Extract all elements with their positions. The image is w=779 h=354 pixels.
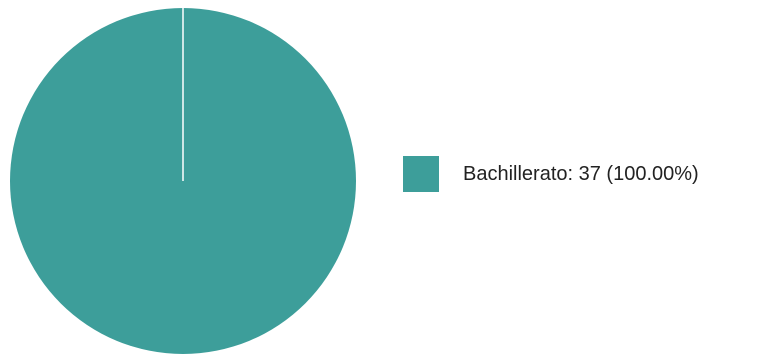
legend: Bachillerato: 37 (100.00%) bbox=[403, 156, 699, 192]
legend-label-bachillerato: Bachillerato: 37 (100.00%) bbox=[463, 163, 699, 185]
legend-item-bachillerato[interactable]: Bachillerato: 37 (100.00%) bbox=[403, 156, 699, 192]
pie-plot-area bbox=[10, 8, 356, 354]
legend-swatch-bachillerato bbox=[403, 156, 439, 192]
